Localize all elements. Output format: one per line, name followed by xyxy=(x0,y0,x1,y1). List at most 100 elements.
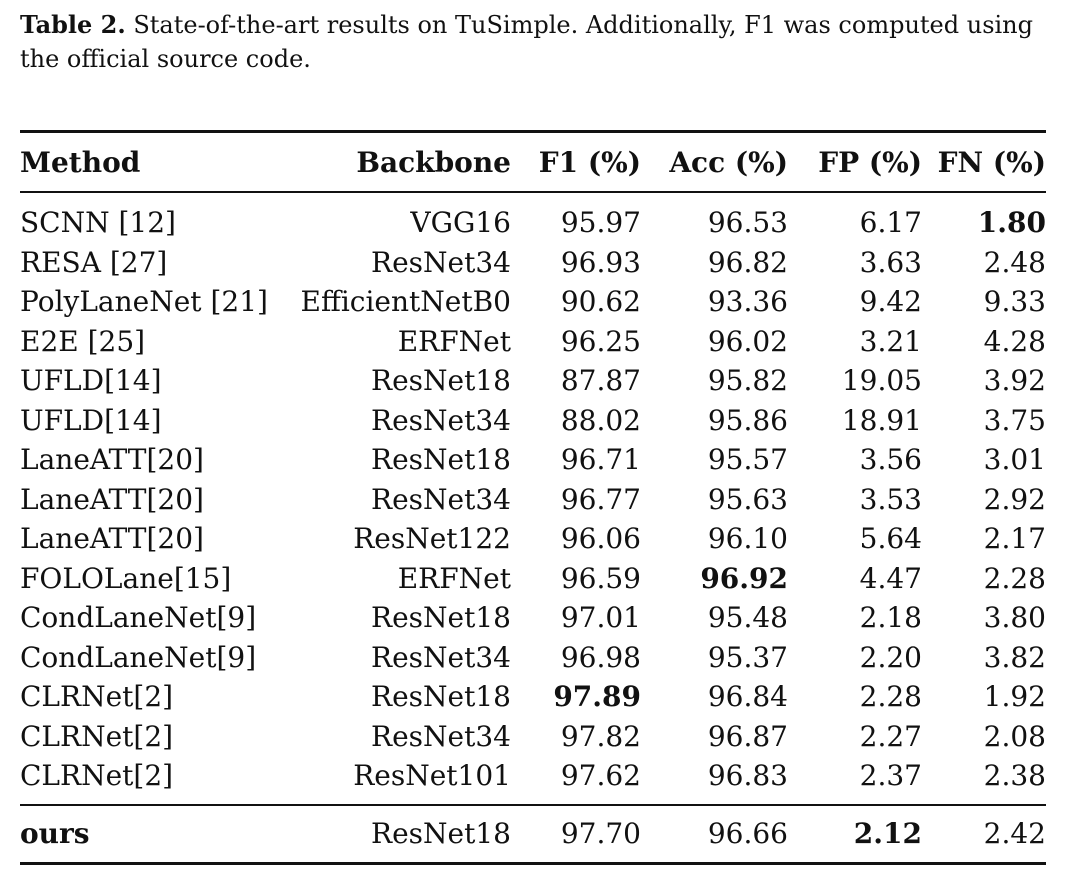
cell-method: CondLaneNet[9] xyxy=(20,640,257,674)
cell-acc: 96.53 xyxy=(707,206,788,239)
cell-fp: 5.64 xyxy=(859,522,922,555)
cell-f1: 96.98 xyxy=(560,640,641,674)
cell-method: UFLD[14] xyxy=(20,364,162,397)
cell-f1: 96.25 xyxy=(560,324,641,358)
cell-backbone: ResNet122 xyxy=(353,522,511,555)
cell-backbone: ResNet34 xyxy=(371,719,511,753)
cell-f1: 96.71 xyxy=(560,443,641,476)
cell-fp: 9.42 xyxy=(859,285,922,318)
cell-method: LaneATT[20] xyxy=(20,443,204,476)
cell-acc: 96.66 xyxy=(707,816,788,850)
cell-fp: 19.05 xyxy=(841,364,922,397)
cell-backbone: VGG16 xyxy=(410,206,511,239)
cell-fn: 3.80 xyxy=(983,601,1046,634)
cell-fp: 18.91 xyxy=(841,403,922,437)
cell-method: FOLOLane[15] xyxy=(20,561,232,595)
results-table: Method Backbone F1 (%) Acc (%) FP (%) FN… xyxy=(20,130,1046,865)
cell-backbone: ResNet34 xyxy=(371,482,511,516)
cell-backbone: ResNet34 xyxy=(371,403,511,437)
cell-method: RESA [27] xyxy=(20,245,168,279)
table-row: CondLaneNet[9] ResNet34 96.98 95.37 2.20… xyxy=(20,638,1046,678)
cell-acc: 95.86 xyxy=(707,403,788,437)
cell-method: CLRNet[2] xyxy=(20,680,174,713)
table-row: CLRNet[2] ResNet18 97.89 96.84 2.28 1.92 xyxy=(20,677,1046,717)
cell-f1: 97.01 xyxy=(560,601,641,634)
cell-method: SCNN [12] xyxy=(20,206,176,239)
cell-fp: 3.63 xyxy=(859,245,922,279)
cell-fp: 4.47 xyxy=(859,561,922,595)
cell-fp: 2.18 xyxy=(859,601,922,634)
cell-acc: 93.36 xyxy=(707,285,788,318)
cell-f1: 97.62 xyxy=(560,759,641,792)
cell-acc: 96.87 xyxy=(707,719,788,753)
cell-fn: 4.28 xyxy=(983,324,1046,358)
cell-backbone: EfficientNetB0 xyxy=(300,285,512,318)
cell-f1: 96.93 xyxy=(560,245,641,279)
table-row: LaneATT[20] ResNet18 96.71 95.57 3.56 3.… xyxy=(20,440,1046,480)
cell-fn: 2.28 xyxy=(983,561,1046,595)
cell-fn: 1.92 xyxy=(983,680,1046,713)
cell-fn-best: 1.80 xyxy=(977,206,1046,239)
cell-acc: 96.84 xyxy=(707,680,788,713)
cell-backbone: ResNet18 xyxy=(371,443,511,476)
table-row: E2E [25] ERFNet 96.25 96.02 3.21 4.28 xyxy=(20,322,1046,362)
cell-backbone: ERFNet xyxy=(397,561,511,595)
cell-backbone: ResNet101 xyxy=(353,759,511,792)
header-method: Method xyxy=(20,145,141,179)
header-fn: FN (%) xyxy=(937,145,1046,179)
cell-backbone: ResNet18 xyxy=(371,816,511,850)
cell-method-ours: ours xyxy=(20,816,90,850)
cell-fp: 2.27 xyxy=(859,719,922,753)
cell-method: UFLD[14] xyxy=(20,403,162,437)
cell-fn: 3.82 xyxy=(983,640,1046,674)
cell-f1: 95.97 xyxy=(560,206,641,239)
table-row: LaneATT[20] ResNet122 96.06 96.10 5.64 2… xyxy=(20,519,1046,559)
cell-fp: 2.28 xyxy=(859,680,922,713)
cell-f1: 90.62 xyxy=(560,285,641,318)
table-caption: Table 2. State-of-the-art results on TuS… xyxy=(20,8,1065,76)
cell-backbone: ResNet18 xyxy=(371,364,511,397)
cell-method: CLRNet[2] xyxy=(20,759,174,792)
cell-backbone: ResNet18 xyxy=(371,601,511,634)
cell-backbone: ResNet34 xyxy=(371,245,511,279)
cell-backbone: ERFNet xyxy=(397,324,511,358)
cell-acc: 96.83 xyxy=(707,759,788,792)
cell-fn: 2.42 xyxy=(983,816,1046,850)
table-row: LaneATT[20] ResNet34 96.77 95.63 3.53 2.… xyxy=(20,480,1046,520)
cell-fn: 3.92 xyxy=(983,364,1046,397)
cell-fn: 3.75 xyxy=(983,403,1046,437)
cell-method: PolyLaneNet [21] xyxy=(20,285,268,318)
cell-method: LaneATT[20] xyxy=(20,522,204,555)
caption-label: Table 2. xyxy=(20,10,126,39)
caption-text: State-of-the-art results on TuSimple. Ad… xyxy=(20,11,1034,73)
cell-fn: 2.17 xyxy=(983,522,1046,555)
cell-method: E2E [25] xyxy=(20,324,146,358)
cell-method: CondLaneNet[9] xyxy=(20,601,257,634)
cell-f1: 87.87 xyxy=(560,364,641,397)
cell-method: CLRNet[2] xyxy=(20,719,174,753)
cell-acc-best: 96.92 xyxy=(700,561,788,595)
cell-f1: 96.59 xyxy=(560,561,641,595)
table-row: CLRNet[2] ResNet101 97.62 96.83 2.37 2.3… xyxy=(20,756,1046,805)
cell-f1-best: 97.89 xyxy=(553,680,641,713)
cell-method: LaneATT[20] xyxy=(20,482,204,516)
cell-acc: 96.10 xyxy=(707,522,788,555)
cell-acc: 95.37 xyxy=(707,640,788,674)
cell-backbone: ResNet34 xyxy=(371,640,511,674)
cell-fn: 2.92 xyxy=(983,482,1046,516)
cell-fp-best: 2.12 xyxy=(853,816,922,850)
cell-backbone: ResNet18 xyxy=(371,680,511,713)
cell-fp: 6.17 xyxy=(859,206,922,239)
results-table-container: Method Backbone F1 (%) Acc (%) FP (%) FN… xyxy=(20,130,1046,865)
cell-fp: 3.53 xyxy=(859,482,922,516)
cell-fn: 9.33 xyxy=(983,285,1046,318)
cell-acc: 95.57 xyxy=(707,443,788,476)
table-header-row: Method Backbone F1 (%) Acc (%) FP (%) FN… xyxy=(20,131,1046,192)
cell-acc: 96.02 xyxy=(707,324,788,358)
cell-f1: 96.77 xyxy=(560,482,641,516)
table-row: RESA [27] ResNet34 96.93 96.82 3.63 2.48 xyxy=(20,243,1046,283)
cell-f1: 88.02 xyxy=(560,403,641,437)
cell-acc: 95.48 xyxy=(707,601,788,634)
table-row: SCNN [12] VGG16 95.97 96.53 6.17 1.80 xyxy=(20,192,1046,243)
cell-f1: 97.82 xyxy=(560,719,641,753)
